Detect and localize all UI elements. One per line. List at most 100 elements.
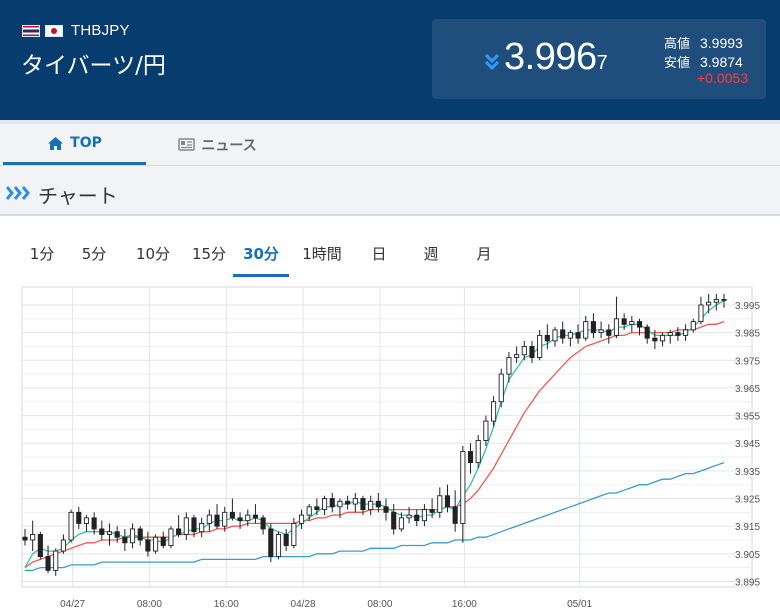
candle-down — [37, 534, 43, 558]
candle-down — [214, 514, 220, 527]
thailand-flag-icon — [22, 24, 40, 37]
candle-up — [552, 329, 558, 342]
candle-up — [298, 514, 305, 524]
period-label: 15分 — [191, 245, 227, 263]
period-label: 1分 — [29, 245, 55, 263]
candle-up — [406, 514, 412, 519]
candle-down — [137, 528, 143, 541]
y-tick-label: 3.995 — [735, 301, 760, 312]
low-value: 3.9874 — [700, 54, 743, 70]
quote-header: THBJPY タイバーツ/円 3.9967 高値 3.9993 安値 3.9874 … — [0, 0, 780, 120]
candle-down — [122, 536, 128, 544]
tab-news-label: ニュース — [201, 137, 257, 154]
period-label: 30分 — [243, 245, 279, 263]
double-chevron-down-icon — [484, 53, 500, 70]
candle-down — [99, 528, 105, 535]
candle-up — [437, 495, 443, 513]
candle-up — [483, 420, 489, 441]
candle-up — [490, 401, 497, 422]
y-tick-label: 3.945 — [735, 439, 760, 450]
x-tick-label: 16:00 — [214, 599, 239, 610]
high-value: 3.9993 — [700, 35, 743, 51]
price-main-digits: 3.996 — [504, 36, 597, 78]
candle-up — [583, 321, 589, 339]
candle-down — [383, 506, 389, 513]
section-title: チャート — [38, 184, 118, 208]
y-tick-label: 3.915 — [735, 522, 760, 533]
price-chart[interactable]: 3.995 3.985 3.975 3.965 3.955 3.945 3.935 3.925… — [0, 277, 780, 615]
candle-down — [45, 556, 51, 571]
period-day[interactable]: 日 — [362, 233, 396, 277]
candle-down — [260, 517, 266, 530]
period-10min[interactable]: 10分 — [126, 233, 180, 277]
candle-up — [421, 509, 427, 522]
candle-up — [690, 321, 696, 331]
period-30min[interactable]: 30分 — [233, 233, 289, 277]
candle-up — [222, 511, 228, 527]
candle-up — [275, 534, 282, 558]
candle-down — [114, 531, 120, 538]
candle-up — [667, 332, 673, 336]
tab-news[interactable]: ニュース — [146, 124, 289, 165]
period-week[interactable]: 週 — [414, 233, 448, 277]
period-1hour[interactable]: 1時間 — [294, 233, 350, 277]
candle-up — [698, 304, 704, 323]
candle-up — [629, 321, 635, 325]
x-tick-label: 16:00 — [452, 599, 477, 610]
y-tick-label: 3.955 — [735, 412, 760, 423]
tab-top-label: TOP — [70, 135, 102, 151]
candle-down — [444, 495, 451, 508]
x-tick-label: 04/28 — [291, 599, 316, 610]
candle-down — [145, 539, 151, 552]
candle-up — [368, 500, 374, 511]
x-tick-label: 08:00 — [137, 599, 162, 610]
period-15min[interactable]: 15分 — [182, 233, 236, 277]
candle-up — [183, 517, 189, 535]
period-month[interactable]: 月 — [467, 233, 501, 277]
japan-flag-icon — [45, 24, 63, 37]
pair-name: タイバーツ/円 — [21, 53, 166, 79]
y-tick-label: 3.935 — [735, 467, 760, 478]
period-1min[interactable]: 1分 — [16, 233, 68, 277]
x-tick-label: 05/01 — [567, 599, 592, 610]
tab-top[interactable]: TOP — [3, 124, 146, 165]
candle-up — [713, 298, 719, 303]
candle-down — [391, 511, 397, 530]
candle-down — [429, 509, 435, 513]
period-label: 10分 — [135, 245, 171, 263]
candle-down — [268, 528, 274, 558]
candle-up — [706, 301, 712, 306]
low-label: 安値 — [664, 56, 691, 71]
period-5min[interactable]: 5分 — [68, 233, 120, 277]
candle-up — [683, 329, 689, 336]
candle-up — [291, 522, 297, 546]
candle-down — [283, 534, 289, 546]
candle-down — [375, 500, 381, 508]
candle-up — [659, 334, 666, 342]
candle-down — [191, 517, 197, 533]
chart-svg: 3.995 3.985 3.975 3.965 3.955 3.945 3.935 3.925… — [21, 286, 760, 610]
candle-up — [53, 550, 59, 571]
high-price: 高値 3.9993 — [664, 33, 743, 52]
candle-down — [644, 326, 650, 339]
candle-down — [22, 536, 28, 541]
candle-down — [606, 329, 612, 336]
candle-up — [168, 528, 174, 546]
candle-up — [398, 517, 404, 530]
moving-average-long — [25, 461, 725, 572]
candle-down — [314, 506, 320, 511]
candle-up — [245, 514, 251, 522]
pair-code: THBJPY — [71, 22, 130, 39]
candle-up — [460, 451, 466, 524]
candle-down — [636, 321, 643, 328]
candle-down — [621, 318, 627, 325]
candle-down — [675, 332, 681, 336]
candle-down — [529, 345, 535, 358]
candle-up — [199, 522, 205, 533]
candle-up — [613, 318, 620, 336]
pair-flags: THBJPY — [22, 22, 130, 39]
candle-down — [544, 334, 550, 342]
candle-down — [329, 498, 335, 508]
candle-up — [60, 539, 66, 552]
candle-down — [345, 500, 351, 505]
